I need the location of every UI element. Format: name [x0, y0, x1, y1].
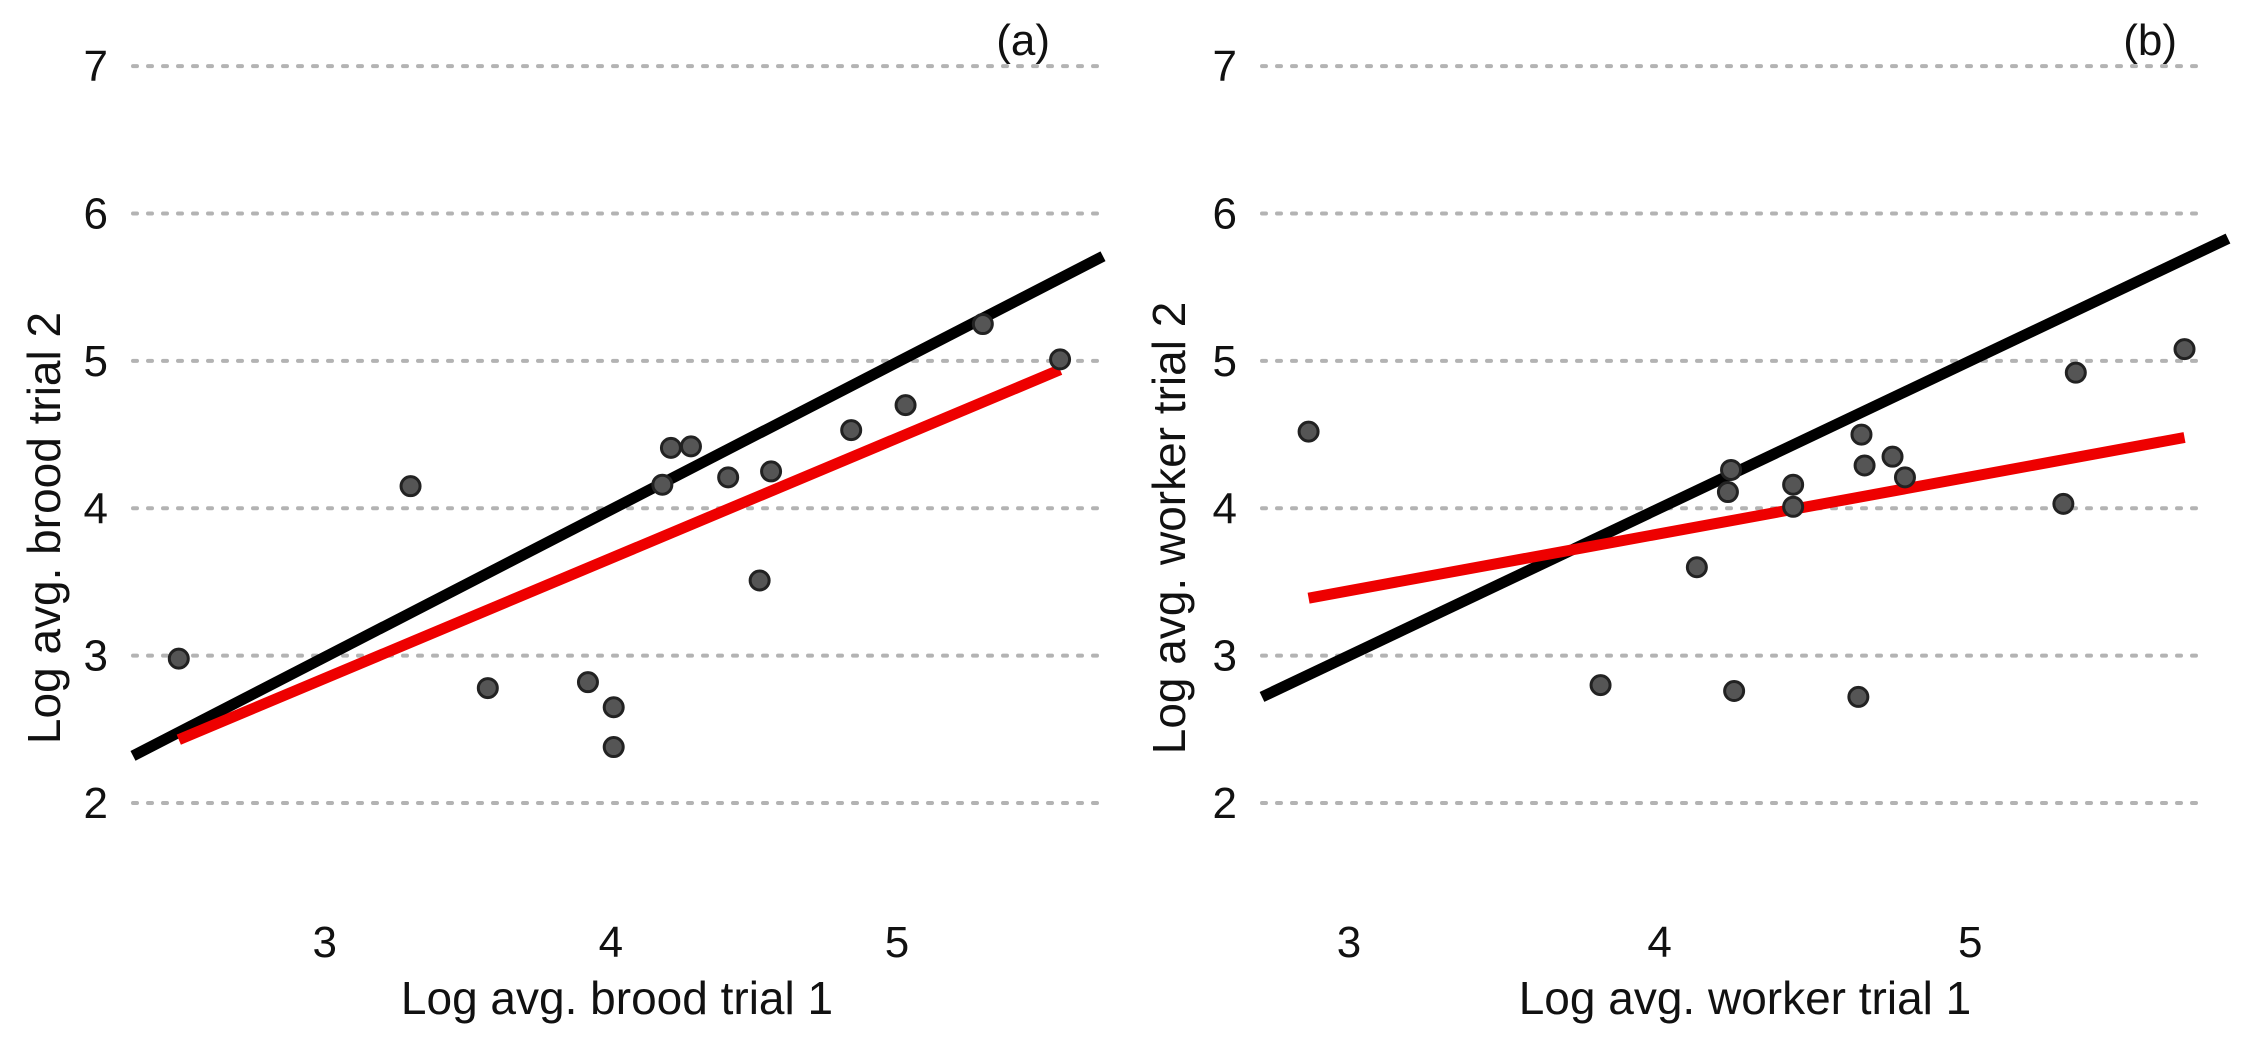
panel-a-points: [167, 313, 1072, 759]
data-point: [399, 475, 422, 498]
panel-a-y-tick-labels: 2 3 4 5 6 7: [84, 42, 108, 828]
panel-b-y-axis-label: Log avg. worker trial 2: [1143, 302, 1195, 755]
y-tick-label-4: 4: [84, 484, 108, 533]
panel-b-worker: 2 3 4 5 6 7 3 4 5 Log avg. worker trial 1 Log a…: [1143, 16, 2231, 1024]
panel-a-y-axis-label: Log avg. brood trial 2: [18, 312, 70, 744]
data-point: [1881, 445, 1904, 468]
data-point: [1850, 423, 1873, 446]
y-tick-label-5: 5: [1213, 337, 1237, 386]
panel-b-x-axis-label: Log avg. worker trial 1: [1519, 972, 1972, 1024]
x-tick-label-5: 5: [1958, 918, 1982, 967]
data-point: [1297, 420, 1320, 443]
panel-b-points: [1297, 338, 2196, 708]
y-tick-label-2: 2: [84, 779, 108, 828]
data-point: [2173, 338, 2196, 361]
x-tick-label-4: 4: [599, 918, 623, 967]
y-tick-label-4: 4: [1213, 484, 1237, 533]
data-point: [760, 460, 783, 483]
data-point: [659, 436, 682, 459]
x-tick-label-4: 4: [1647, 918, 1671, 967]
data-point: [1589, 674, 1612, 697]
data-point: [1723, 680, 1746, 703]
data-point: [651, 473, 674, 496]
panel-a-lines: [130, 251, 1106, 761]
identity-line: [130, 251, 1106, 761]
data-point: [1716, 481, 1739, 504]
data-point: [840, 419, 863, 442]
y-tick-label-6: 6: [1213, 189, 1237, 238]
x-tick-label-3: 3: [1337, 918, 1361, 967]
data-point: [1685, 556, 1708, 579]
data-point: [576, 671, 599, 694]
regression-line: [176, 364, 1063, 745]
y-tick-label-7: 7: [84, 42, 108, 91]
x-tick-label-5: 5: [885, 918, 909, 967]
panel-b-y-tick-labels: 2 3 4 5 6 7: [1213, 42, 1237, 828]
y-tick-label-5: 5: [84, 337, 108, 386]
data-point: [971, 313, 994, 336]
y-tick-label-7: 7: [1213, 42, 1237, 91]
data-point: [748, 569, 771, 592]
panel-b-x-tick-labels: 3 4 5: [1337, 918, 1983, 967]
panel-a-x-axis-label: Log avg. brood trial 1: [401, 972, 833, 1024]
x-tick-label-3: 3: [312, 918, 336, 967]
data-point: [2064, 361, 2087, 384]
data-point: [602, 696, 625, 719]
panel-a-tag: (a): [996, 16, 1050, 65]
data-point: [1853, 454, 1876, 477]
regression-line: [1307, 432, 2186, 604]
data-point: [679, 435, 702, 458]
data-point: [476, 677, 499, 700]
data-point: [1847, 685, 1870, 708]
data-point: [1049, 348, 1072, 371]
data-point: [1782, 473, 1805, 496]
panel-a-x-tick-labels: 3 4 5: [312, 918, 909, 967]
panel-a-brood: 2 3 4 5 6 7 3 4 5 Log avg. brood trial 1 Log av…: [18, 16, 1106, 1024]
data-point: [717, 466, 740, 489]
y-tick-label-6: 6: [84, 189, 108, 238]
panel-b-gridlines: [1260, 64, 2200, 806]
y-tick-label-2: 2: [1213, 779, 1237, 828]
data-point: [1893, 466, 1916, 489]
identity-line: [1259, 233, 2231, 702]
panel-b-lines: [1259, 233, 2231, 702]
data-point: [1720, 458, 1743, 481]
y-tick-label-3: 3: [1213, 632, 1237, 681]
data-point: [2052, 492, 2075, 515]
data-point: [1782, 495, 1805, 518]
y-tick-label-3: 3: [84, 632, 108, 681]
data-point: [167, 647, 190, 670]
data-point: [894, 394, 917, 417]
data-point: [602, 736, 625, 759]
panel-b-tag: (b): [2123, 16, 2177, 65]
